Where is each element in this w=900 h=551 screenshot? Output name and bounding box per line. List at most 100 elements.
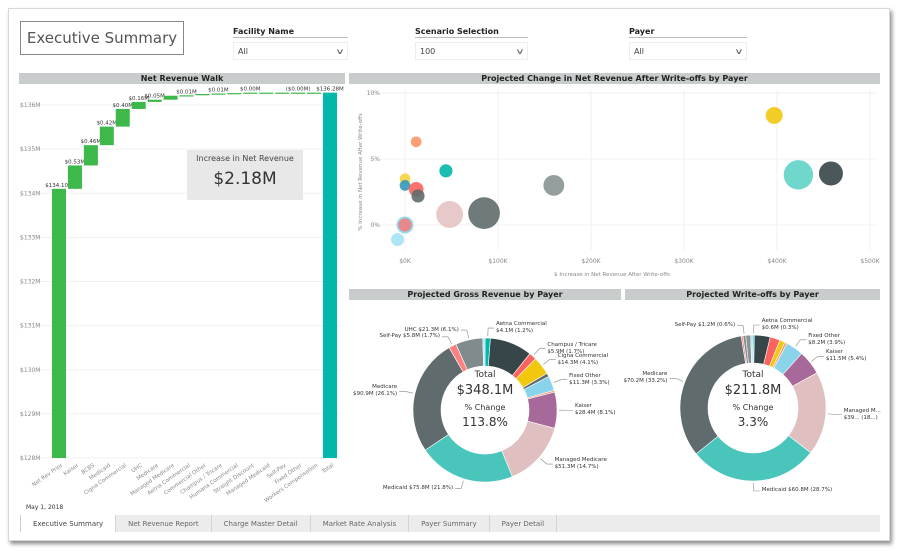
slice-value: $0.6M (0.3%) [761,325,799,331]
leader-line [753,324,760,334]
y-axis-title: % Increase in Net Revenue After Write-of… [358,113,364,231]
y-tick-label: 5% [370,156,380,163]
y-tick-label: $134M [20,190,40,197]
tab-payer-summary[interactable]: Payer Summary [409,515,490,532]
page-tabs: Executive Summary Net Revenue Report Cha… [20,515,880,532]
scatter-point [390,232,405,247]
x-axis-title: $ Increase in Net Revenue After Write-of… [554,272,670,278]
center-total: $348.1M [456,383,514,398]
slice-label: Champus / Tricare $5.9M (1.7%) [547,342,597,356]
kpi-card: Increase in Net Revenue $2.18M [187,150,303,200]
slice-label: Managed Medicare $51.3M (14.7%) [555,457,607,471]
y-tick-label: $131M [20,323,40,330]
donut-slice [482,337,486,367]
center-total: $211.8M [724,383,782,398]
slice-name: Managed Medicare [554,457,607,464]
scenario-dropdown[interactable]: 100 ∨ [415,42,528,60]
center-change: 113.8% [462,415,508,429]
slice-value: $21.3M (6.1%) [418,326,459,333]
slice-name: Cigna Commercial [557,352,608,359]
waterfall-bar [291,92,306,94]
leader-line [442,336,452,345]
chevron-down-icon: ∨ [335,46,345,56]
net-revenue-walk-header: Net Revenue Walk [19,73,345,84]
center-label: Total [474,370,496,380]
y-tick-label: 0% [370,222,380,229]
data-label: $0.40M [113,103,134,109]
waterfall-bar [243,92,258,94]
waterfall-bar [131,101,146,109]
waterfall-bar [307,92,322,94]
waterfall-bar [323,92,337,459]
waterfall-bar [67,165,82,189]
kpi-label: Increase in Net Revenue [196,154,294,163]
leader-line [533,348,546,355]
waterfall-bar [179,95,194,97]
data-label: $0.05M [144,94,165,100]
x-tick-label: $200K [581,258,601,265]
slice-label: Managed M... $39... (18...) [844,408,881,422]
scatter-point [399,180,411,191]
facility-dropdown[interactable]: All ∨ [233,42,348,60]
leader-line [753,482,760,492]
donut-slice [750,334,754,364]
waterfall-bar [195,93,210,96]
y-tick-label: $132M [20,279,40,286]
center-label: % Change [732,403,774,412]
waterfall-bar [99,126,114,146]
data-label: $0.01M [176,89,197,95]
y-tick-label: $133M [20,234,40,241]
y-tick-label: $136M [20,102,40,109]
x-tick-label: $100K [488,258,508,265]
waterfall-bar [211,93,226,95]
slice-value: $28.4M (8.1%) [574,410,616,417]
slice-name: Medicaid [761,487,787,494]
tab-net-revenue-report[interactable]: Net Revenue Report [116,515,212,532]
slice-name: Medicaid [382,484,408,491]
slicer-scenario-selection: Scenario Selection 100 ∨ [415,27,528,60]
slice-value: $11.5M (5.4%) [825,356,867,363]
slice-name: Self-Pay [379,333,402,340]
y-tick-label: $128M [20,455,40,462]
slicer-facility-name: Facility Name All ∨ [233,27,348,60]
data-label: $0.46M [81,139,102,145]
scatter-header: Projected Change in Net Revenue After Wr… [349,73,880,84]
slice-name: Fixed Other [569,372,601,379]
waterfall-bar [275,92,290,94]
data-label: $134.10M [45,183,73,189]
tab-charge-master-detail[interactable]: Charge Master Detail [212,515,311,532]
slice-value: $5.8M (1.7%) [403,333,441,340]
slice-value: $75.8M (21.8%) [409,484,454,491]
tab-executive-summary[interactable]: Executive Summary [20,515,117,532]
scatter-point [410,136,422,148]
data-label: $0.42M [97,121,118,127]
dropdown-value: All [634,46,644,56]
leader-line [399,391,414,394]
center-label: % Change [464,403,506,412]
x-tick-label: $500K [860,258,880,265]
data-label: $136.28M [316,87,344,93]
waterfall-bar [259,92,274,94]
slice-label: Self-Pay $5.8M (1.7%) [380,333,440,340]
slice-label: Aetna Commercial $4.1M (1.2%) [496,321,547,335]
slice-label: Kaiser $11.5M (5.4%) [826,349,867,363]
leader-line [460,329,469,338]
leader-line [669,378,684,382]
slice-value: $11.3M (3.3%) [569,379,610,386]
page-title: Executive Summary [20,21,184,55]
slicer-label: Scenario Selection [415,27,528,38]
slice-label: Aetna Commercial $0.6M (0.3%) [762,318,813,332]
leader-line [543,359,556,365]
x-tick-label: $400K [767,258,787,265]
slice-name: Kaiser [825,349,843,356]
tab-payer-detail[interactable]: Payer Detail [490,515,558,532]
waterfall-bar [83,145,98,166]
leader-line [827,413,842,415]
slice-label: Fixed Other $8.2M (3.9%) [808,333,845,347]
slice-value: $60.8M (28.7%) [788,487,833,494]
slice-label: UHC $21.3M (6.1%) [405,327,459,334]
payer-dropdown[interactable]: All ∨ [629,42,747,60]
scatter-point [439,164,453,178]
tab-market-rate-analysis[interactable]: Market Rate Analysis [311,515,410,532]
